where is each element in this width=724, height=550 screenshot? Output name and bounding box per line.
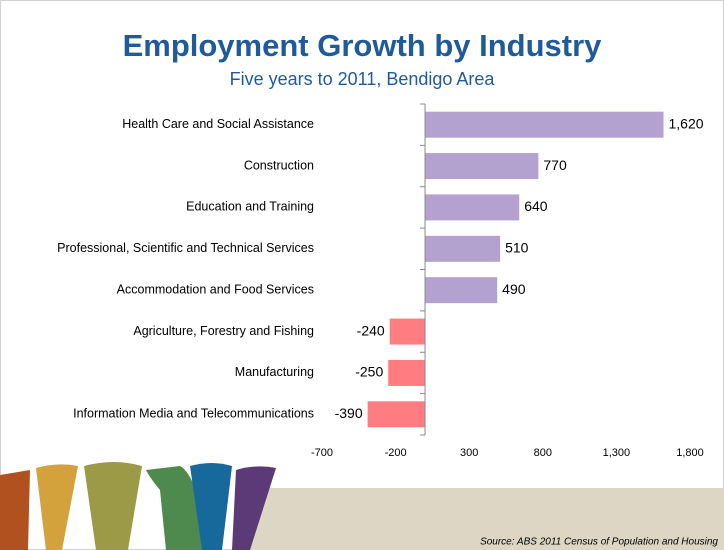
bar: [388, 359, 426, 386]
value-label: 490: [502, 281, 526, 297]
category-label: Accommodation and Food Services: [117, 282, 314, 296]
category-label: Agriculture, Forestry and Fishing: [133, 324, 314, 338]
value-label: 640: [524, 198, 548, 214]
x-tick-label: -700: [311, 447, 333, 459]
bar: [367, 401, 426, 428]
value-label: -240: [357, 322, 385, 338]
category-label: Health Care and Social Assistance: [122, 117, 314, 131]
chart-title: Employment Growth by Industry: [123, 28, 603, 63]
bar: [425, 194, 520, 221]
category-label: Education and Training: [186, 200, 314, 214]
x-tick-label: 300: [460, 447, 478, 459]
bar: [425, 277, 498, 304]
category-label: Manufacturing: [235, 365, 314, 379]
bar: [425, 111, 664, 138]
value-label: 770: [543, 157, 567, 173]
value-label: -250: [355, 364, 383, 380]
x-tick-label: 1,300: [603, 447, 631, 459]
x-tick-label: -200: [385, 447, 407, 459]
bar: [425, 153, 539, 180]
value-label: 510: [505, 240, 529, 256]
category-label: Construction: [244, 158, 314, 172]
x-tick-label: 1,800: [676, 447, 704, 459]
category-label: Information Media and Telecommunications: [73, 407, 314, 421]
footer-decoration: [0, 462, 724, 550]
bar: [425, 235, 501, 262]
value-label: 1,620: [669, 115, 704, 131]
value-label: -390: [335, 405, 363, 421]
category-label: Professional, Scientific and Technical S…: [57, 241, 314, 255]
chart-subtitle: Five years to 2011, Bendigo Area: [230, 69, 496, 89]
bar: [389, 318, 426, 345]
x-tick-label: 800: [534, 447, 552, 459]
source-note: Source: ABS 2011 Census of Population an…: [480, 537, 718, 548]
